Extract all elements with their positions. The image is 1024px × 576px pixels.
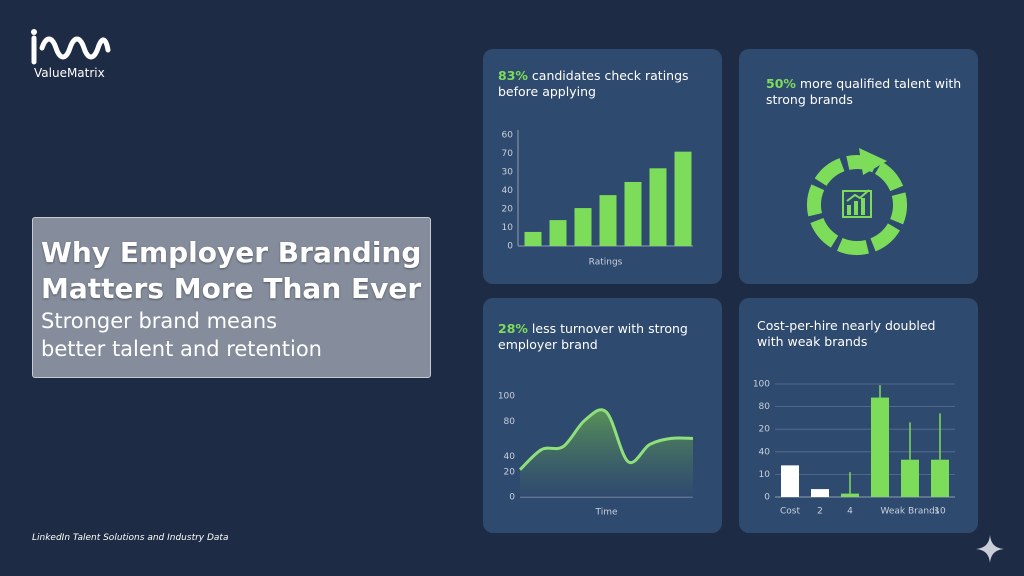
card-heading: 28% less turnover with strong employer b… — [498, 321, 698, 353]
heading-text: less turnover with strong employer brand — [498, 321, 688, 352]
y-tick-label: 40 — [502, 186, 514, 196]
x-tick-label: 10 — [934, 507, 946, 517]
y-tick-label: 30 — [502, 168, 514, 178]
highlight: 50% — [766, 76, 796, 91]
heading-text: candidates check ratings before applying — [498, 68, 689, 99]
card-heading: 83% candidates check ratings before appl… — [498, 68, 708, 100]
y-tick-label: 70 — [502, 149, 514, 159]
card-heading: Cost-per-hire nearly doubled with weak b… — [757, 318, 957, 350]
y-tick-label: 0 — [509, 493, 515, 503]
bar — [599, 195, 617, 246]
y-tick-label: 40 — [504, 452, 516, 462]
sparkle-icon — [976, 535, 1004, 563]
y-tick-label: 40 — [759, 447, 771, 457]
logo-mark — [31, 29, 111, 65]
logo-name: ValueMatrix — [34, 66, 105, 80]
y-tick-label: 60 — [502, 131, 514, 141]
bar — [674, 151, 692, 246]
y-tick-label: 0 — [507, 242, 513, 252]
highlight: 28% — [498, 321, 528, 336]
y-tick-label: 100 — [753, 380, 770, 390]
y-tick-label: 20 — [504, 467, 516, 477]
bar — [871, 397, 889, 497]
card-heading: 50% more qualified talent with strong br… — [766, 76, 966, 108]
heading-text: more qualified talent with strong brands — [766, 76, 962, 107]
title-line: Matters More Than Ever — [41, 272, 422, 305]
highlight: 83% — [498, 68, 528, 83]
bar — [549, 220, 567, 246]
bar — [574, 208, 592, 246]
x-tick-label: Cost — [780, 507, 800, 517]
cycle-icon — [807, 148, 907, 255]
x-axis-label: Ratings — [589, 258, 623, 268]
title-line: Why Employer Branding — [41, 236, 422, 269]
y-tick-label: 10 — [759, 470, 771, 480]
bar — [624, 181, 642, 246]
y-tick-label: 80 — [759, 402, 771, 412]
bar — [649, 168, 667, 246]
y-tick-label: 100 — [498, 392, 515, 402]
y-tick-label: 10 — [502, 223, 514, 233]
bar — [811, 489, 829, 497]
source: LinkedIn Talent Solutions and Industry D… — [32, 533, 229, 543]
subtitle-line: Stronger brand means — [41, 309, 278, 333]
x-axis-label: Time — [594, 508, 617, 518]
heading-text: Cost-per-hire nearly doubled with weak b… — [757, 318, 936, 349]
bar — [841, 493, 859, 497]
bar — [524, 231, 542, 246]
bar — [781, 465, 799, 497]
y-tick-label: 20 — [759, 425, 771, 435]
y-tick-label: 0 — [764, 493, 770, 503]
y-tick-label: 80 — [504, 417, 516, 427]
hero: Why Employer Branding Matters More Than … — [32, 217, 431, 378]
bar — [931, 459, 949, 497]
subtitle-line: better talent and retention — [41, 337, 322, 361]
x-tick-label: Weak Brands — [881, 507, 940, 517]
x-tick-label: 4 — [847, 507, 853, 517]
area — [520, 409, 693, 497]
line — [518, 408, 694, 471]
bar — [901, 459, 919, 497]
y-tick-label: 20 — [502, 205, 514, 215]
x-tick-label: 2 — [817, 507, 823, 517]
